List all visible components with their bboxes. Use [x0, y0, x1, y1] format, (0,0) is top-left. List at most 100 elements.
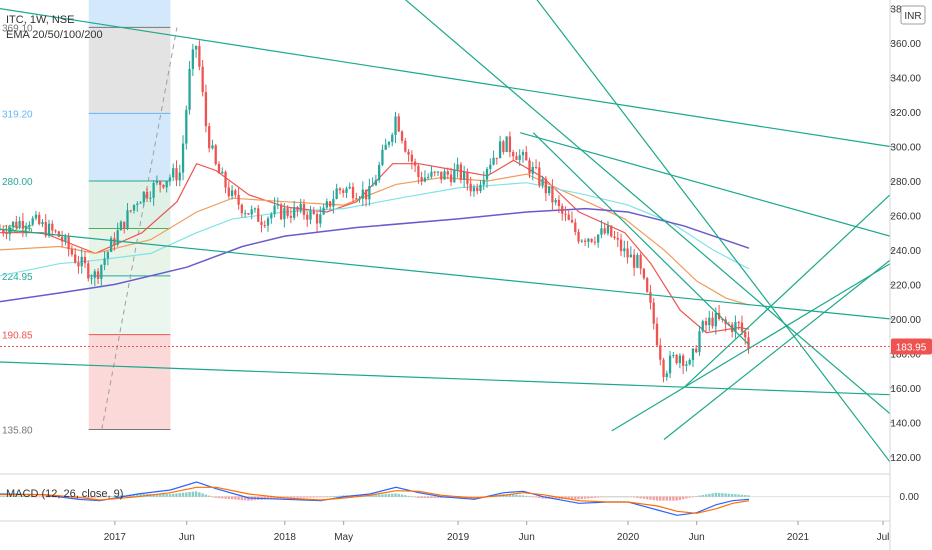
- macd-histogram-bar: [306, 496, 309, 498]
- price-tick-label: 360.00: [890, 39, 921, 50]
- candle-up: [600, 228, 603, 235]
- macd-histogram-bar: [518, 495, 521, 497]
- macd-histogram-bar: [708, 493, 711, 497]
- macd-histogram-bar: [18, 496, 21, 497]
- macd-line: [0, 481, 750, 516]
- candle-up: [685, 364, 688, 366]
- candle-down: [413, 161, 417, 166]
- price-tick-label: 140.00: [890, 418, 921, 429]
- macd-histogram-bar: [596, 496, 600, 498]
- price-axis-ticks: 120.00 140.00 160.00 180.00 200.00 220.00 240.…: [890, 5, 921, 464]
- candle-up: [100, 265, 103, 279]
- macd-histogram-bar: [417, 496, 420, 498]
- macd-histogram-bar: [374, 494, 378, 497]
- candle-down: [570, 219, 574, 223]
- macd-histogram-bar: [211, 496, 214, 498]
- candle-down: [204, 92, 208, 127]
- macd-histogram-bar: [711, 493, 714, 497]
- macd-histogram-bar: [240, 496, 244, 501]
- macd-histogram-bar: [704, 494, 708, 497]
- candle-down: [655, 323, 659, 346]
- macd-histogram-bar: [721, 493, 724, 497]
- macd-histogram-bar: [286, 496, 289, 498]
- ema-line-ema-200: [0, 207, 750, 303]
- candle-up: [531, 166, 534, 174]
- candlestick-series: [0, 40, 750, 383]
- macd-histogram-bar: [103, 496, 106, 498]
- macd-histogram-bar: [551, 496, 554, 499]
- candle-down: [466, 171, 469, 184]
- candle-up: [580, 240, 583, 242]
- candle-down: [54, 230, 57, 232]
- candle-up: [34, 214, 38, 219]
- candle-down: [175, 168, 178, 181]
- currency-button[interactable]: [900, 5, 926, 25]
- candle-down: [260, 221, 263, 226]
- candle-up: [394, 116, 397, 135]
- macd-histogram-bar: [381, 494, 384, 497]
- time-tick-label: Jul: [877, 532, 890, 543]
- trendlines[interactable]: [0, 0, 891, 463]
- macd-histogram-bar: [175, 493, 178, 497]
- price-tick-label: 160.00: [890, 384, 921, 395]
- candle-down: [551, 186, 554, 203]
- candle-down: [495, 157, 498, 159]
- macd-histogram-bar: [292, 496, 296, 498]
- candle-up: [266, 218, 270, 226]
- price-tick-label: 200.00: [890, 315, 921, 326]
- candle-up: [319, 214, 322, 224]
- indicator-legend[interactable]: EMA 20/50/100/200: [6, 29, 103, 41]
- macd-histogram-bar: [198, 492, 201, 497]
- macd-histogram-bar: [227, 496, 231, 500]
- macd-histogram-bar: [142, 494, 146, 497]
- time-tick-label: Jun: [689, 532, 705, 543]
- macd-zero-label: 0.00: [900, 492, 920, 503]
- time-tick-label: 2019: [447, 532, 470, 543]
- macd-histogram-bar: [685, 496, 688, 499]
- candle-down: [227, 187, 230, 197]
- candle-up: [482, 179, 485, 185]
- macd-histogram-bar: [655, 496, 659, 501]
- candle-up: [443, 171, 446, 180]
- macd-histogram-bar: [312, 496, 315, 498]
- candle-up: [554, 199, 557, 203]
- candle-down: [574, 222, 577, 232]
- candle-up: [479, 184, 482, 192]
- time-tick-label: 2018: [274, 532, 297, 543]
- macd-histogram-bar: [645, 496, 649, 500]
- candle-up: [672, 354, 675, 356]
- candle-up: [230, 190, 234, 197]
- candle-down: [561, 206, 564, 214]
- macd-histogram-bar: [456, 496, 459, 498]
- macd-legend[interactable]: MACD (12, 26, close, 9): [6, 488, 123, 500]
- candle-up: [188, 68, 191, 110]
- candle-up: [126, 210, 129, 229]
- trendline: [536, 0, 891, 463]
- candle-up: [253, 208, 257, 210]
- candle-down: [306, 214, 309, 220]
- macd-histogram-bar: [695, 496, 698, 497]
- candle-down: [410, 154, 413, 162]
- trendline: [404, 0, 891, 415]
- macd-histogram-bar: [194, 491, 198, 497]
- price-tick-label: 280.00: [890, 177, 921, 188]
- symbol-title[interactable]: ITC, 1W, NSE: [6, 14, 74, 26]
- candle-down: [286, 208, 289, 216]
- macd-histogram-bar: [740, 494, 744, 497]
- price-axis[interactable]: [890, 0, 932, 550]
- candle-down: [469, 183, 472, 192]
- candle-up: [149, 197, 152, 199]
- macd-histogram-bar: [714, 492, 718, 497]
- candle-down: [534, 166, 538, 168]
- macd-histogram-bar: [132, 494, 136, 497]
- candle-down: [652, 302, 655, 324]
- macd-histogram-bar: [109, 496, 113, 497]
- macd-histogram-bar: [420, 496, 423, 498]
- macd-histogram-bar: [368, 495, 371, 497]
- macd-histogram-bar: [717, 492, 721, 497]
- macd-histogram-bar: [70, 496, 74, 499]
- fib-level-label: 252.45: [2, 224, 33, 235]
- macd-histogram-bar: [744, 495, 747, 497]
- candle-down: [351, 186, 355, 199]
